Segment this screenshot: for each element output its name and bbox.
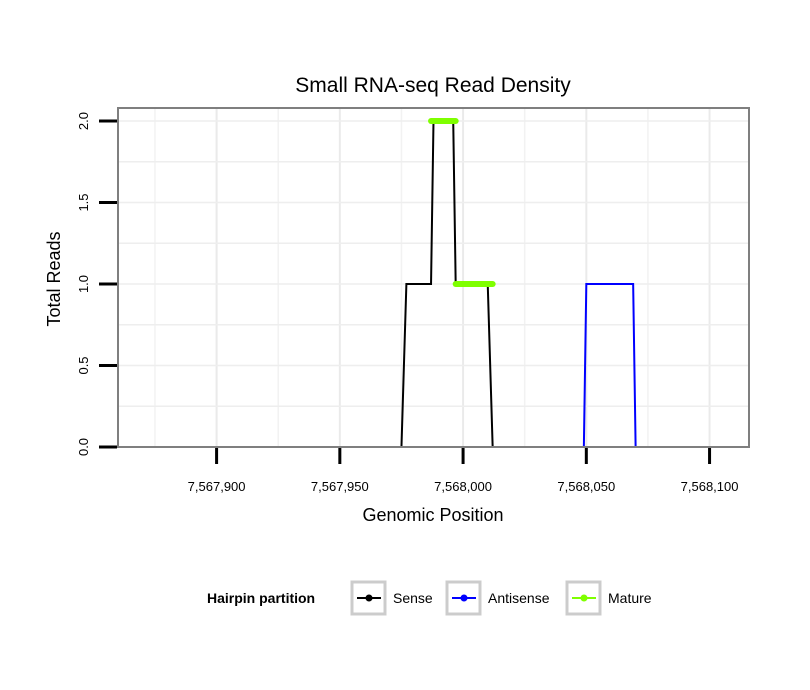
legend-point-mature [580,594,588,602]
y-tick-label: 2.0 [76,112,91,130]
x-axis-title: Genomic Position [362,505,503,525]
y-tick-label: 1.0 [76,275,91,293]
x-tick-label: 7,568,100 [681,479,739,494]
x-tick-label: 7,568,000 [434,479,492,494]
y-axis-title: Total Reads [44,231,64,326]
x-tick-label: 7,567,900 [188,479,246,494]
legend-label-mature: Mature [608,590,652,606]
plot-border [117,107,750,448]
x-tick-label: 7,568,050 [557,479,615,494]
y-tick-label: 0.5 [76,356,91,374]
legend: Hairpin partition Sense Antisense Mature [207,580,652,616]
legend-point-antisense [460,594,468,602]
y-tick-label: 0.0 [76,438,91,456]
legend-point-sense [365,594,373,602]
chart-title: Small RNA-seq Read Density [295,74,571,97]
x-tick-label: 7,567,950 [311,479,369,494]
legend-title: Hairpin partition [207,590,315,606]
legend-label-sense: Sense [393,590,433,606]
y-axis: 0.0 0.5 1.0 1.5 2.0 [76,112,117,456]
legend-label-antisense: Antisense [488,590,550,606]
plot-area [117,107,750,448]
y-tick-label: 1.5 [76,193,91,211]
x-axis: 7,567,900 7,567,950 7,568,000 7,568,050 7,56… [188,448,739,494]
